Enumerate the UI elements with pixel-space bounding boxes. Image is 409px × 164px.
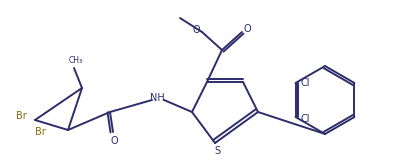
- Text: NH: NH: [149, 93, 164, 103]
- Text: O: O: [243, 24, 250, 34]
- Text: Cl: Cl: [300, 114, 310, 124]
- Text: Br: Br: [16, 111, 26, 121]
- Text: O: O: [110, 136, 117, 146]
- Text: Br: Br: [34, 127, 45, 137]
- Text: O: O: [192, 25, 199, 35]
- Text: S: S: [213, 146, 220, 156]
- Text: Cl: Cl: [300, 78, 310, 88]
- Text: CH₃: CH₃: [69, 57, 83, 65]
